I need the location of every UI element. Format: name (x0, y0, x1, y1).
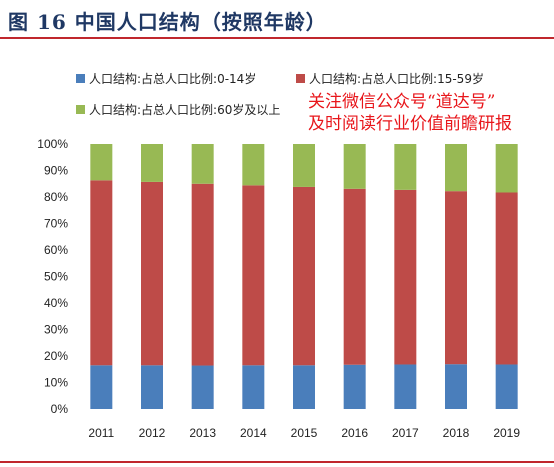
bar-2019-60plus (495, 144, 518, 193)
bar-2015-15-59 (293, 186, 315, 366)
x-tick-2018: 2018 (443, 426, 470, 440)
bar-2012-15-59 (141, 181, 163, 366)
chart-title: 图 16 中国人口结构（按照年龄） (8, 10, 327, 34)
bar-2016-0-14 (343, 364, 366, 409)
bar-2018-0-14 (445, 364, 467, 409)
bar-2012-60plus (141, 144, 163, 182)
legend-item-0-14: 人口结构:占总人口比例:0-14岁 (76, 70, 256, 87)
legend-label-0-14: 人口结构:占总人口比例:0-14岁 (89, 72, 257, 86)
legend-label-60plus: 人口结构:占总人口比例:60岁及以上 (89, 103, 281, 117)
y-tick-70pct: 70% (44, 217, 68, 231)
y-tick-0pct: 0% (51, 402, 69, 416)
x-tick-2017: 2017 (392, 426, 419, 440)
legend-item-60plus: 人口结构:占总人口比例:60岁及以上 (76, 101, 280, 118)
y-tick-10pct: 10% (44, 376, 68, 390)
bar-2019-0-14 (495, 364, 518, 409)
watermark-line-1: 关注微信公众号“道达号” (308, 92, 496, 112)
title-divider (0, 37, 554, 39)
bottom-divider (0, 461, 554, 463)
legend-swatch-60plus (76, 105, 85, 114)
bar-2015-60plus (293, 144, 315, 187)
legend-swatch-0-14 (76, 74, 85, 83)
bar-2011-0-14 (90, 365, 113, 409)
y-tick-30pct: 30% (44, 323, 68, 337)
bar-2014-0-14 (242, 365, 265, 409)
legend-item-15-59: 人口结构:占总人口比例:15-59岁 (296, 70, 484, 87)
bar-2017-15-59 (394, 189, 417, 365)
x-tick-2011: 2011 (88, 426, 114, 440)
bar-2016-60plus (343, 144, 366, 189)
bar-2013-0-14 (191, 365, 214, 409)
bar-2011-60plus (90, 144, 113, 181)
title-bar: 图 16 中国人口结构（按照年龄） (0, 0, 554, 40)
y-tick-90pct: 90% (44, 164, 68, 178)
bar-2013-60plus (191, 144, 214, 184)
bar-2019-15-59 (495, 192, 518, 365)
bar-2017-0-14 (394, 364, 417, 409)
y-tick-40pct: 40% (44, 296, 68, 310)
y-tick-80pct: 80% (44, 190, 68, 204)
x-tick-2015: 2015 (291, 426, 318, 440)
x-tick-2016: 2016 (341, 426, 368, 440)
bar-2014-60plus (242, 144, 265, 186)
bar-2012-0-14 (141, 365, 163, 409)
bar-2018-15-59 (445, 191, 467, 365)
y-tick-100pct: 100% (37, 137, 68, 151)
bar-2014-15-59 (242, 185, 265, 366)
bar-2017-60plus (394, 144, 417, 190)
bars-group (90, 144, 518, 409)
y-tick-20pct: 20% (44, 349, 68, 363)
bar-2011-15-59 (90, 180, 113, 366)
x-tick-2014: 2014 (240, 426, 267, 440)
watermark: 关注微信公众号“道达号” 及时阅读行业价值前瞻研报 (308, 91, 554, 135)
legend-label-15-59: 人口结构:占总人口比例:15-59岁 (309, 72, 484, 86)
y-axis-ticks: 0% 10% 20% 30% 40% 50% 60% 70% 80% 90% 100% (37, 137, 68, 416)
legend-swatch-15-59 (296, 74, 305, 83)
bar-2015-0-14 (293, 365, 315, 409)
x-tick-2013: 2013 (189, 426, 216, 440)
x-tick-2019: 2019 (493, 426, 520, 440)
bar-2016-15-59 (343, 188, 366, 365)
bar-2013-15-59 (191, 183, 214, 366)
x-tick-2012: 2012 (139, 426, 166, 440)
watermark-line-2: 及时阅读行业价值前瞻研报 (308, 114, 512, 134)
x-axis-ticks: 2011 2012 2013 2014 2015 2016 2017 2018 2019 (88, 426, 520, 440)
bar-2018-60plus (445, 144, 467, 192)
y-tick-50pct: 50% (44, 270, 68, 284)
y-tick-60pct: 60% (44, 243, 68, 257)
legend: 人口结构:占总人口比例:0-14岁 人口结构:占总人口比例:15-59岁 人口结… (0, 0, 554, 140)
